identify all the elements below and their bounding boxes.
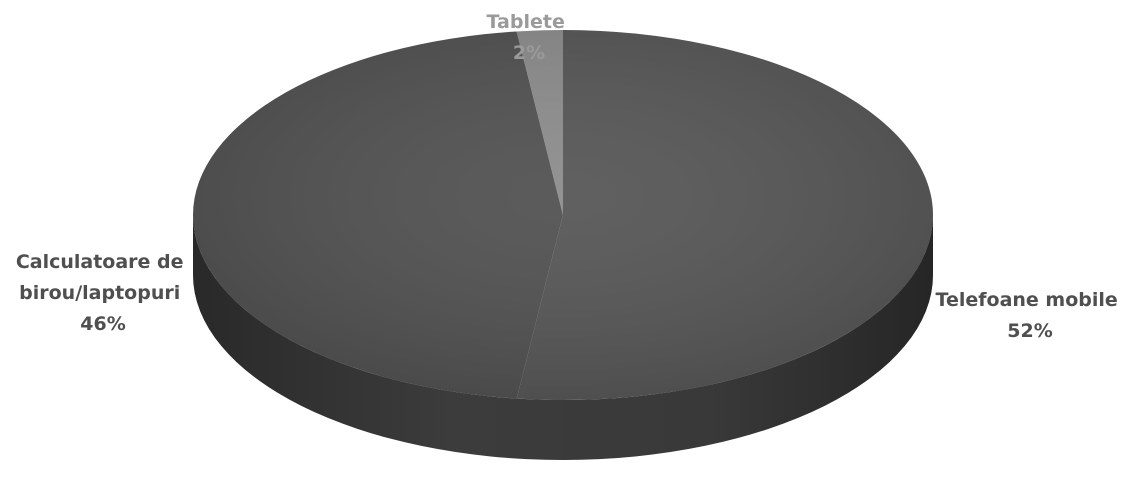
pie-top-group (193, 30, 933, 400)
pie-side-shading (193, 215, 933, 460)
label-calculatoare-line1: Calculatoare de (16, 251, 184, 273)
label-telefoane-value: 52% (1007, 320, 1052, 342)
label-tablete-name: Tablete (487, 11, 565, 33)
pie-side-group (193, 215, 933, 460)
label-calculatoare-value: 46% (80, 313, 125, 335)
pie-top-shading (193, 30, 933, 400)
label-tablete: Tablete 2% (487, 11, 572, 64)
label-calculatoare-line2: birou/laptopuri (19, 282, 180, 304)
label-telefoane-mobile: Telefoane mobile 52% (936, 289, 1125, 342)
label-telefoane-name: Telefoane mobile (936, 289, 1118, 311)
label-tablete-value: 2% (513, 42, 545, 64)
label-calculatoare: Calculatoare de birou/laptopuri 46% (16, 251, 190, 335)
